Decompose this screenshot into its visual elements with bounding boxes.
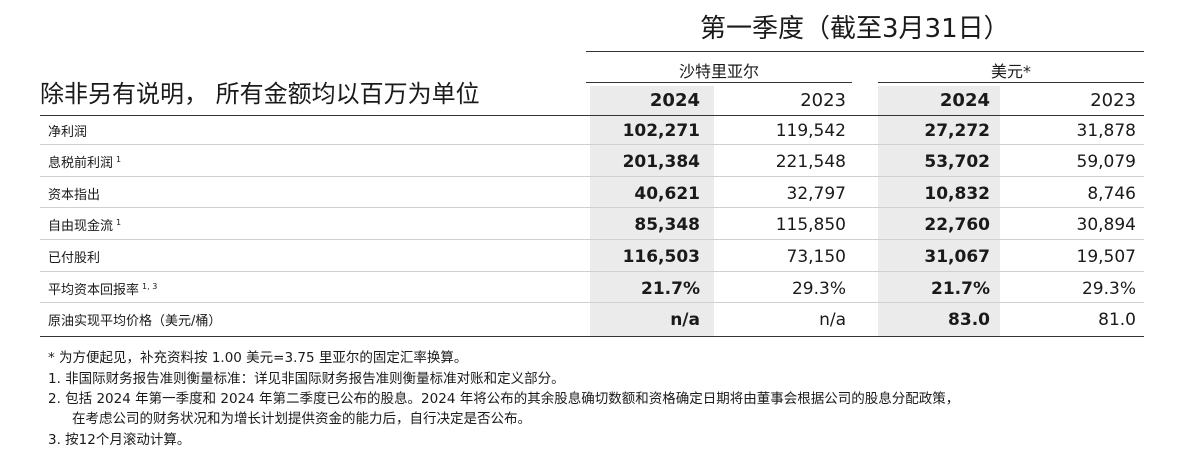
row-divider: [40, 207, 1144, 208]
group-rule-usd: [878, 82, 1144, 83]
cell-sar-2023: n/a: [819, 310, 846, 330]
cell-usd-2024: 83.0: [948, 310, 990, 330]
row-label: 净利润: [48, 125, 88, 140]
cell-usd-2023: 19,507: [1076, 247, 1136, 267]
highlight-column-usd-2024: [878, 86, 1000, 336]
cell-usd-2024: 22,760: [924, 215, 990, 235]
cell-usd-2023: 29.3%: [1081, 279, 1136, 299]
cell-sar-2023: 29.3%: [791, 279, 846, 299]
cell-sar-2023: 73,150: [786, 247, 846, 267]
group-label-usd: 美元*: [990, 62, 1031, 81]
row-divider: [40, 239, 1144, 240]
cell-sar-2024: 85,348: [634, 215, 700, 235]
cell-sar-2024: 116,503: [622, 247, 700, 267]
cell-usd-2024: 21.7%: [931, 279, 990, 299]
footnote: 3. 按12个月滚动计算。: [48, 432, 191, 448]
footnote: * 为方便起见，补充资料按 1.00 美元=3.75 里亚尔的固定汇率换算。: [48, 350, 468, 366]
cell-usd-2023: 8,746: [1087, 184, 1136, 204]
table-bottom-rule: [40, 336, 1144, 337]
cell-usd-2024: 27,272: [924, 121, 990, 141]
year-header-sar-2024: 2024: [649, 90, 700, 111]
group-label-sar: 沙特里亚尔: [678, 62, 759, 81]
cell-sar-2024: n/a: [670, 310, 700, 330]
cell-sar-2023: 221,548: [775, 152, 846, 172]
row-label: 息税前利润 1: [48, 154, 122, 171]
row-divider: [40, 271, 1144, 272]
unit-note: 除非另有说明， 所有金额均以百万为单位: [40, 80, 480, 108]
cell-sar-2024: 201,384: [622, 152, 700, 172]
footnote: 1. 非国际财务报告准则衡量标准：详见非国际财务报告准则衡量标准对账和定义部分。: [48, 371, 565, 387]
cell-sar-2024: 40,621: [634, 184, 700, 204]
row-divider: [40, 144, 1144, 145]
row-label: 自由现金流 1: [48, 217, 122, 234]
cell-usd-2023: 81.0: [1098, 310, 1136, 330]
row-label: 平均资本回报率 1, 3: [48, 281, 158, 298]
row-label: 已付股利: [48, 251, 101, 266]
cell-sar-2024: 21.7%: [641, 279, 700, 299]
row-label: 原油实现平均价格（美元/桶）: [48, 314, 222, 329]
header-rule: [586, 51, 1144, 52]
period-title: 第一季度（截至3月31日）: [700, 14, 1010, 44]
cell-sar-2023: 115,850: [775, 215, 846, 235]
cell-usd-2023: 59,079: [1076, 152, 1136, 172]
cell-usd-2024: 10,832: [924, 184, 990, 204]
cell-sar-2023: 32,797: [786, 184, 846, 204]
year-header-usd-2024: 2024: [939, 90, 990, 111]
cell-usd-2023: 30,894: [1076, 215, 1136, 235]
cell-usd-2024: 53,702: [924, 152, 990, 172]
cell-sar-2024: 102,271: [622, 121, 700, 141]
row-divider: [40, 176, 1144, 177]
group-rule-sar: [586, 82, 852, 83]
highlight-column-sar-2024: [590, 86, 714, 336]
cell-usd-2024: 31,067: [924, 247, 990, 267]
row-divider: [40, 302, 1144, 303]
header-bottom-rule: [40, 115, 1144, 116]
cell-usd-2023: 31,878: [1076, 121, 1136, 141]
row-label: 资本指出: [48, 188, 101, 203]
year-header-sar-2023: 2023: [800, 90, 846, 111]
footnote: 2. 包括 2024 年第一季度和 2024 年第二季度已公布的股息。2024 …: [48, 391, 960, 407]
cell-sar-2023: 119,542: [775, 121, 846, 141]
year-header-usd-2023: 2023: [1090, 90, 1136, 111]
footnote-continuation: 在考虑公司的财务状况和为增长计划提供资金的能力后，自行决定是否公布。: [72, 411, 531, 427]
